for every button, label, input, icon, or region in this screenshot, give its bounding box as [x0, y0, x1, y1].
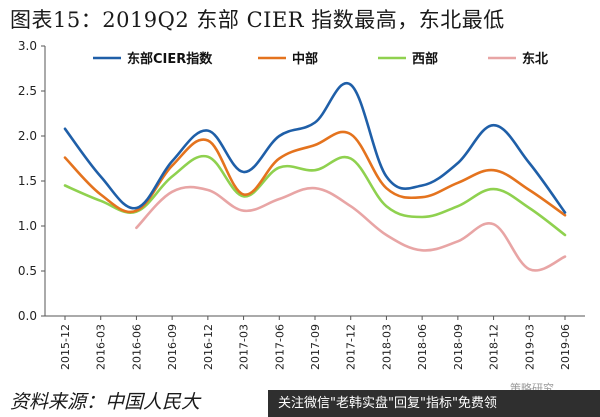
legend-label-1: 中部: [292, 51, 318, 67]
y-tick-label: 1.5: [18, 174, 37, 188]
x-tick-label: 2017-09: [309, 324, 322, 370]
x-tick-label: 2019-03: [523, 324, 536, 370]
series-line-3: [135, 185, 567, 272]
y-tick-label: 2.0: [18, 129, 37, 143]
chart-header: 图表15：2019Q2 东部 CIER 指数最高，东北最低: [0, 0, 600, 38]
y-tick-label: 2.5: [18, 84, 37, 98]
promo-banner[interactable]: 关注微信"老韩实盘"回复"指标"免费领: [268, 390, 600, 417]
source-note: 资料来源：中国人民大: [10, 391, 201, 413]
series-line-2: [63, 154, 567, 237]
x-tick-label: 2018-03: [380, 324, 393, 370]
x-tick-label: 2019-06: [559, 324, 572, 370]
chart-title: 图表15：2019Q2 东部 CIER 指数最高，东北最低: [10, 8, 505, 32]
x-tick-label: 2017-12: [345, 324, 358, 370]
line-chart: 3.0 2.5 2.0 1.5 1.0 0.5 0.0 2015-12 2016-03 2016-…: [18, 39, 585, 370]
x-tick-label: 2016-09: [166, 324, 179, 370]
x-tick-label: 2016-06: [130, 324, 143, 370]
series-line-0: [63, 81, 567, 214]
x-tick-label: 2017-03: [238, 324, 251, 370]
x-tick-label: 2016-12: [202, 324, 215, 370]
x-tick-label: 2016-03: [95, 324, 108, 370]
chart-footer: 资料来源：中国人民大 策略研究 关注微信"老韩实盘"回复"指标"免费领: [0, 380, 600, 417]
series-line-1: [63, 130, 567, 217]
y-tick-label: 0.0: [18, 309, 37, 323]
legend-label-3: 东北: [522, 51, 548, 67]
chart-area: 3.0 2.5 2.0 1.5 1.0 0.5 0.0 2015-12 2016-03 2016-…: [0, 39, 600, 380]
legend-label-2: 西部: [412, 51, 438, 67]
legend-label-0: 东部CIER指数: [127, 51, 213, 67]
x-tick-label: 2017-06: [273, 324, 286, 370]
x-tick-label: 2018-12: [488, 324, 501, 370]
y-tick-label: 0.5: [18, 264, 37, 278]
x-tick-label: 2018-06: [416, 324, 429, 370]
x-tick-label: 2015-12: [59, 324, 72, 370]
y-tick-label: 3.0: [18, 40, 37, 53]
x-tick-label: 2018-09: [452, 324, 465, 370]
y-tick-label: 1.0: [18, 219, 37, 233]
